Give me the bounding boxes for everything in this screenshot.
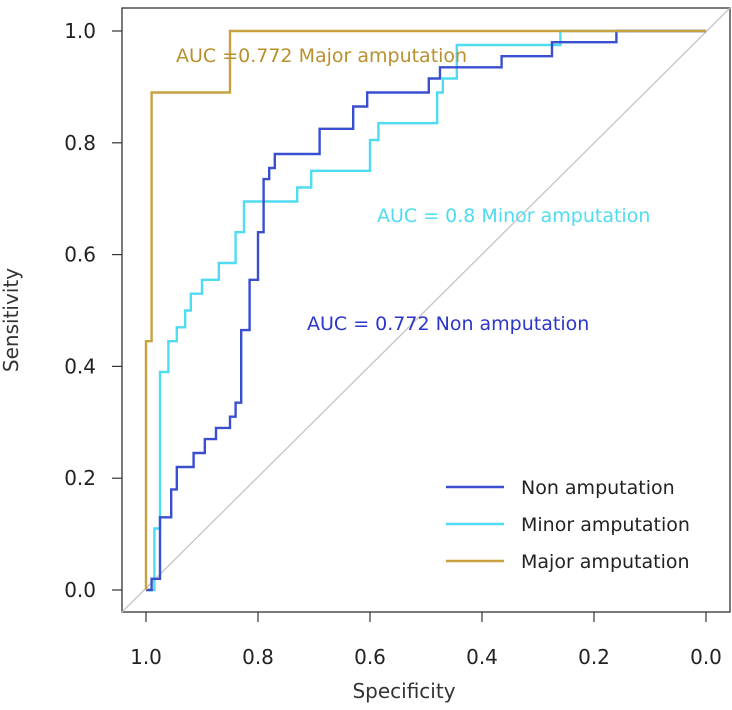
legend-label-minor-amputation: Minor amputation <box>521 514 690 536</box>
x-axis-label: Specificity <box>352 679 455 703</box>
x-tick-label: 0.6 <box>354 645 386 669</box>
x-tick-label: 0.0 <box>690 645 722 669</box>
y-tick-label: 0.8 <box>64 131 96 155</box>
series-line-non-amputation <box>146 29 706 592</box>
series-layer <box>144 29 706 592</box>
legend: Non amputation Minor amputation Major ampu… <box>446 477 690 573</box>
series-line-minor-amputation <box>146 29 706 592</box>
y-axis-label: Sensitivity <box>0 268 23 372</box>
auc-annotation-minor-amputation: AUC = 0.8 Minor amputation <box>377 205 650 227</box>
y-tick-label: 0.4 <box>64 354 96 378</box>
x-tick-label: 0.8 <box>242 645 274 669</box>
legend-label-major-amputation: Major amputation <box>521 551 690 573</box>
x-axis: 1.0 0.8 0.6 0.4 0.2 0.0 <box>130 612 722 669</box>
annotation-layer: AUC = 0.772 Non amputation AUC = 0.8 Mino… <box>176 45 650 335</box>
y-axis: 0.0 0.2 0.4 0.6 0.8 1.0 <box>64 19 122 602</box>
x-tick-label: 0.4 <box>466 645 498 669</box>
y-tick-label: 0.2 <box>64 466 96 490</box>
series-line-major-amputation <box>144 29 706 590</box>
y-tick-label: 0.0 <box>64 578 96 602</box>
y-tick-label: 0.6 <box>64 243 96 267</box>
plot-frame <box>121 7 731 613</box>
auc-annotation-non-amputation: AUC = 0.772 Non amputation <box>307 313 589 335</box>
y-tick-label: 1.0 <box>64 19 96 43</box>
reference-diagonal <box>121 7 731 613</box>
auc-annotation-major-amputation: AUC =0.772 Major amputation <box>176 45 467 67</box>
x-tick-label: 0.2 <box>578 645 610 669</box>
legend-label-non-amputation: Non amputation <box>521 477 675 499</box>
x-tick-label: 1.0 <box>130 645 162 669</box>
